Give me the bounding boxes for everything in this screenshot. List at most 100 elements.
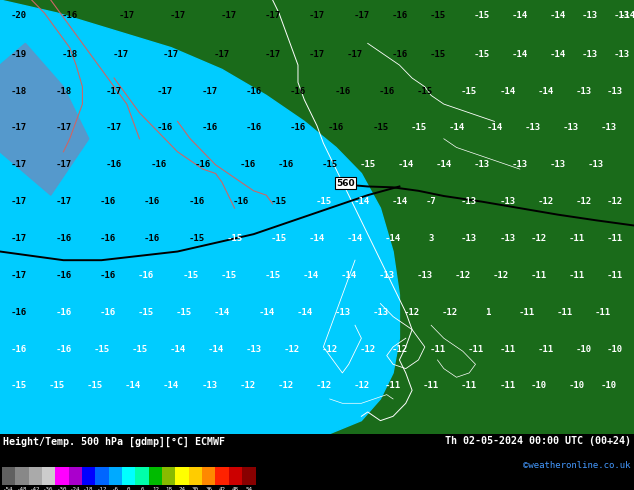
Text: -12: -12 xyxy=(607,197,623,206)
Text: -17: -17 xyxy=(11,234,27,243)
Text: -17: -17 xyxy=(347,49,363,59)
Bar xyxy=(149,467,162,486)
Text: -16: -16 xyxy=(11,344,27,354)
Text: -13: -13 xyxy=(378,271,395,280)
Text: -15: -15 xyxy=(138,308,154,317)
Text: -24: -24 xyxy=(70,487,81,490)
Text: -13: -13 xyxy=(201,381,217,391)
Text: -14: -14 xyxy=(214,308,230,317)
Text: -20: -20 xyxy=(11,11,27,20)
Text: -14: -14 xyxy=(385,234,401,243)
Text: -14: -14 xyxy=(163,381,179,391)
Text: -16: -16 xyxy=(11,308,27,317)
Text: -13: -13 xyxy=(581,49,598,59)
Text: -15: -15 xyxy=(271,197,287,206)
Text: -16: -16 xyxy=(106,160,122,169)
Text: -16: -16 xyxy=(239,160,256,169)
Text: -12: -12 xyxy=(283,344,300,354)
Text: -16: -16 xyxy=(233,197,249,206)
Text: -13: -13 xyxy=(613,49,630,59)
Bar xyxy=(108,467,122,486)
Text: -15: -15 xyxy=(131,344,148,354)
Text: -15: -15 xyxy=(271,234,287,243)
Text: -14: -14 xyxy=(512,11,528,20)
Text: -15: -15 xyxy=(264,271,281,280)
Text: -13: -13 xyxy=(550,160,566,169)
Text: 36: 36 xyxy=(205,487,212,490)
Text: -16: -16 xyxy=(245,87,262,96)
Text: -36: -36 xyxy=(43,487,54,490)
Bar xyxy=(15,467,29,486)
Text: -12: -12 xyxy=(455,271,471,280)
Text: -7: -7 xyxy=(426,197,436,206)
Text: -17: -17 xyxy=(106,87,122,96)
Text: -16: -16 xyxy=(157,123,173,132)
Text: -10: -10 xyxy=(600,381,617,391)
Text: -11: -11 xyxy=(594,308,611,317)
Text: 560: 560 xyxy=(336,178,355,188)
Bar xyxy=(216,467,229,486)
Text: -15: -15 xyxy=(315,197,332,206)
Text: -10: -10 xyxy=(607,344,623,354)
Text: -17: -17 xyxy=(119,11,135,20)
Text: -11: -11 xyxy=(569,234,585,243)
Text: 30: 30 xyxy=(192,487,199,490)
Text: -12: -12 xyxy=(359,344,376,354)
Text: -16: -16 xyxy=(290,87,306,96)
Text: -15: -15 xyxy=(321,160,338,169)
Text: 48: 48 xyxy=(232,487,239,490)
Text: -11: -11 xyxy=(423,381,439,391)
Text: -13: -13 xyxy=(417,271,433,280)
Text: -13: -13 xyxy=(499,234,515,243)
Text: -17: -17 xyxy=(220,11,236,20)
Text: -12: -12 xyxy=(442,308,458,317)
Text: -14: -14 xyxy=(258,308,275,317)
Text: -12: -12 xyxy=(575,197,592,206)
Text: -17: -17 xyxy=(309,11,325,20)
Text: -11: -11 xyxy=(607,234,623,243)
Text: -11: -11 xyxy=(385,381,401,391)
Text: -13: -13 xyxy=(524,123,541,132)
Text: -16: -16 xyxy=(138,271,154,280)
Text: -19: -19 xyxy=(11,49,27,59)
Text: -18: -18 xyxy=(55,87,72,96)
Text: Th 02-05-2024 00:00 UTC (00+24): Th 02-05-2024 00:00 UTC (00+24) xyxy=(445,437,631,446)
Text: -14: -14 xyxy=(398,160,414,169)
Text: Height/Temp. 500 hPa [gdmp][°C] ECMWF: Height/Temp. 500 hPa [gdmp][°C] ECMWF xyxy=(3,437,225,447)
Text: -15: -15 xyxy=(417,87,433,96)
Text: -30: -30 xyxy=(56,487,67,490)
Text: -15: -15 xyxy=(359,160,376,169)
Text: -14: -14 xyxy=(207,344,224,354)
Text: -16: -16 xyxy=(391,11,408,20)
Bar xyxy=(176,467,189,486)
Bar xyxy=(55,467,68,486)
Text: -15: -15 xyxy=(49,381,65,391)
Text: -14: -14 xyxy=(296,308,313,317)
Text: 24: 24 xyxy=(179,487,186,490)
Text: -14: -14 xyxy=(302,271,319,280)
Text: -14: -14 xyxy=(436,160,452,169)
Polygon shape xyxy=(0,44,89,195)
Text: -16: -16 xyxy=(188,197,205,206)
Text: -11: -11 xyxy=(499,381,515,391)
Text: -12: -12 xyxy=(493,271,509,280)
Text: -14: -14 xyxy=(499,87,515,96)
Text: -10: -10 xyxy=(575,344,592,354)
Text: -14: -14 xyxy=(619,11,634,20)
Text: -16: -16 xyxy=(144,234,160,243)
Text: -15: -15 xyxy=(226,234,243,243)
Text: -16: -16 xyxy=(391,49,408,59)
Text: -10: -10 xyxy=(569,381,585,391)
Text: -11: -11 xyxy=(531,271,547,280)
Text: -14: -14 xyxy=(550,11,566,20)
Bar xyxy=(122,467,136,486)
Text: -18: -18 xyxy=(84,487,94,490)
Text: -16: -16 xyxy=(55,271,72,280)
Text: -17: -17 xyxy=(264,49,281,59)
Text: -13: -13 xyxy=(607,87,623,96)
Polygon shape xyxy=(0,0,399,434)
Text: -14: -14 xyxy=(125,381,141,391)
Text: -15: -15 xyxy=(429,11,446,20)
Text: -15: -15 xyxy=(220,271,236,280)
Text: 12: 12 xyxy=(152,487,159,490)
